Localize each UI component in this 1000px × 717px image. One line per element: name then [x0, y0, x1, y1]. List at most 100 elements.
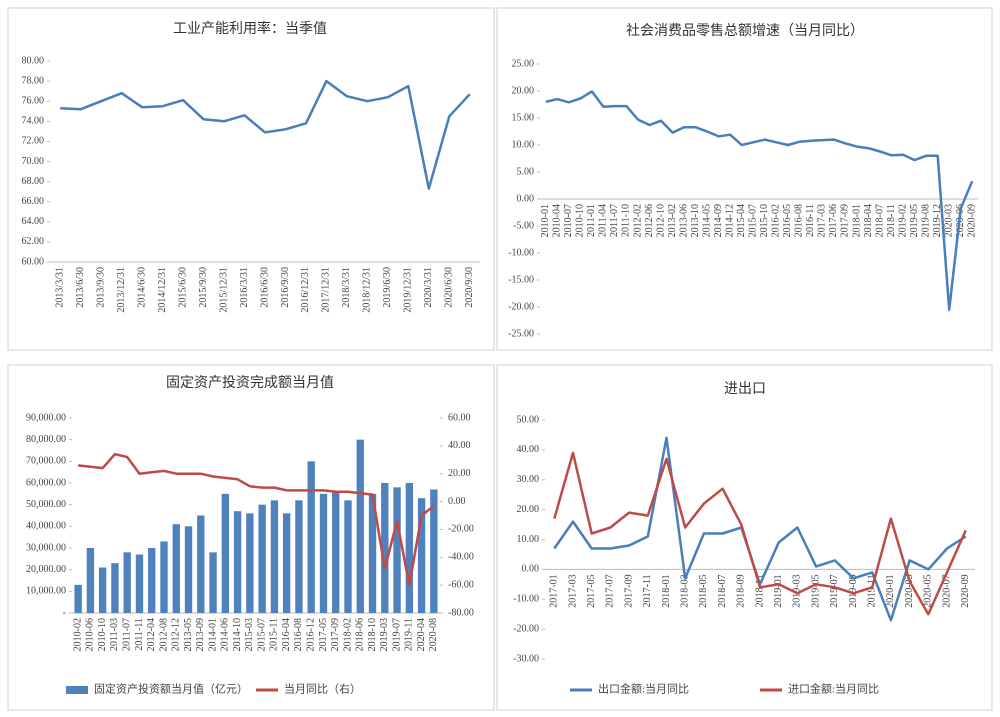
y-tick-label: 0.00: [522, 564, 540, 575]
x-tick-label: 2013-05: [183, 618, 194, 651]
y2-tick-label: -20.00: [448, 524, 474, 535]
y-tick-label: 70.00: [22, 156, 45, 167]
x-tick-label: 2016/9/30: [280, 267, 291, 308]
y-tick-label: 15.00: [512, 112, 535, 123]
x-tick-label: 2019-11: [404, 618, 415, 651]
x-tick-label: 2018-07: [717, 574, 728, 607]
bar: [417, 498, 426, 613]
x-tick-label: 2012-10: [655, 204, 666, 237]
x-tick-label: 2016/6/30: [259, 267, 270, 308]
x-tick-label: 2020-09: [967, 204, 978, 237]
x-tick-label: 2013/6/30: [75, 267, 86, 308]
bar: [381, 483, 389, 613]
panel: [7, 7, 495, 351]
y-tick-label: 10.00: [517, 534, 540, 545]
x-tick-label: 2018-06: [355, 618, 366, 651]
x-tick-label: 2012-04: [146, 618, 157, 651]
x-tick-label: 2016-04: [281, 618, 292, 651]
y-tick-label: -20.00: [513, 623, 539, 634]
x-tick-label: 2019/6/30: [382, 267, 393, 308]
y-tick-label: -10.00: [513, 594, 539, 605]
y-tick-label: 80,000.00: [26, 434, 66, 445]
x-tick-label: 2016/12/31: [300, 267, 311, 313]
x-tick-label: 2017-05: [586, 574, 597, 607]
x-tick-label: 2015-04: [736, 204, 747, 237]
x-tick-label: 2014-06: [220, 618, 231, 651]
bar: [282, 513, 291, 613]
x-tick-label: 2018-01: [851, 204, 862, 237]
x-tick-label: 2014-05: [701, 204, 712, 237]
y-tick-label: -30.00: [513, 653, 539, 664]
x-tick-label: 2010-07: [563, 204, 574, 237]
y-tick-label: 76.00: [22, 95, 45, 106]
x-tick-label: 2018-10: [367, 618, 378, 651]
x-tick-label: 2020-03: [943, 204, 954, 237]
bar: [393, 487, 401, 613]
x-tick-label: 2020-04: [416, 618, 427, 651]
x-tick-label: 2011-07: [609, 204, 620, 237]
x-tick-label: 2017/12/31: [321, 267, 332, 313]
x-tick-label: 2017-09: [840, 204, 851, 237]
x-tick-label: 2017-07: [605, 574, 616, 607]
x-tick-label: 2013-02: [667, 204, 678, 237]
legend-label: 出口金额:当月同比: [598, 682, 689, 696]
y-tick-label: 25.00: [512, 58, 535, 69]
panel: [496, 7, 993, 351]
y-tick-label: -15.00: [508, 274, 534, 285]
y-tick-label: 72.00: [22, 136, 45, 147]
y2-tick-label: -80.00: [448, 607, 474, 618]
bar: [246, 513, 254, 613]
x-tick-label: 2013/12/31: [116, 267, 127, 313]
x-tick-label: 2017-03: [567, 574, 578, 607]
x-tick-label: 2015/12/31: [218, 267, 229, 313]
y-tick-label: 20.00: [517, 504, 540, 515]
x-tick-label: 2018-11: [886, 204, 897, 237]
x-tick-label: 2010-04: [552, 204, 563, 237]
x-tick-label: 2016-08: [794, 204, 805, 237]
x-tick-label: 2013/3/31: [55, 267, 66, 308]
x-tick-label: 2017-09: [330, 618, 341, 651]
x-tick-label: 2012-08: [158, 618, 169, 651]
x-tick-label: 2012-02: [632, 204, 643, 237]
x-tick-label: 2011-04: [598, 204, 609, 237]
x-tick-label: 2019-08: [920, 204, 931, 237]
y-tick-label: 80.00: [22, 55, 45, 66]
bar: [184, 526, 193, 613]
y-tick-label: -25.00: [508, 328, 534, 339]
y-tick-label: 10,000.00: [26, 586, 66, 597]
x-tick-label: 2020/3/31: [423, 267, 434, 308]
bar: [98, 567, 107, 613]
legend-label: 固定资产投资额当月值（亿元）: [94, 682, 248, 696]
x-tick-label: 2017-11: [642, 574, 653, 607]
x-tick-label: 2011-11: [134, 618, 145, 651]
x-tick-label: 2014-01: [207, 618, 218, 651]
x-tick-label: 2018-01: [661, 574, 672, 607]
bar: [123, 552, 131, 613]
y-tick-label: 30.00: [517, 474, 540, 485]
x-tick-label: 2011-03: [109, 618, 120, 651]
bar: [295, 500, 303, 613]
x-tick-label: 2018-05: [698, 574, 709, 607]
bar: [221, 493, 230, 613]
y-tick-label: 60.00: [22, 256, 45, 267]
x-tick-label: 2015/6/30: [177, 267, 188, 308]
bar: [111, 563, 119, 613]
x-tick-label: 2019-12: [932, 204, 943, 237]
y-tick-label: 64.00: [22, 216, 45, 227]
bar: [233, 511, 242, 613]
y-tick-label: 50,000.00: [26, 499, 66, 510]
x-tick-label: 2015-03: [244, 618, 255, 651]
bar: [86, 548, 95, 613]
x-tick-label: 2019-01: [773, 574, 784, 607]
bar: [332, 491, 340, 613]
x-tick-label: 2020-01: [885, 574, 896, 607]
bar: [344, 500, 352, 613]
x-tick-label: 2014/12/31: [157, 267, 168, 313]
x-tick-label: 2012-06: [644, 204, 655, 237]
x-tick-label: 2018/3/31: [341, 267, 352, 308]
x-tick-label: 2014-10: [232, 618, 243, 651]
y-tick-label: 50.00: [517, 414, 540, 425]
x-tick-label: 2018/12/31: [362, 267, 373, 313]
x-tick-label: 2019-03: [379, 618, 390, 651]
x-tick-label: 2017-03: [817, 204, 828, 237]
